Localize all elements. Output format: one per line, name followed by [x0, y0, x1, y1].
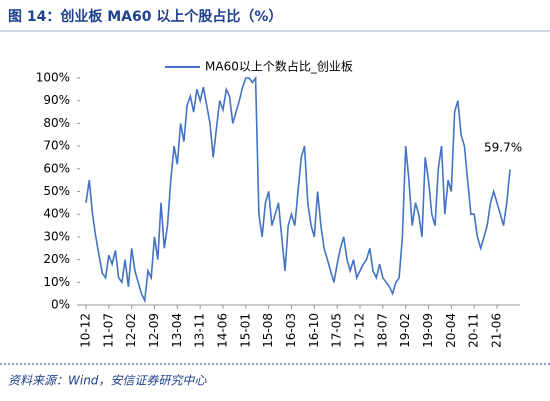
x-tick-label: 18-07	[375, 313, 389, 348]
x-tick-label: 12-02	[124, 313, 138, 348]
y-tick-label: 0%	[51, 298, 70, 312]
x-tick-label: 19-02	[398, 313, 412, 348]
source: 资料来源：Wind，安信证券研究中心	[8, 374, 207, 388]
annotation: 59.7%	[484, 141, 522, 155]
x-tick-label: 15-08	[261, 313, 275, 348]
y-tick-label: 50%	[43, 184, 70, 198]
chart-title: 图 14：创业板 MA60 以上个股占比（%）	[8, 8, 282, 25]
x-tick-label: 13-04	[170, 313, 184, 348]
y-tick-label: 70%	[43, 139, 70, 153]
x-tick-label: 16-03	[284, 313, 298, 348]
y-tick-label: 90%	[43, 93, 70, 107]
y-tick-label: 60%	[43, 161, 70, 175]
y-tick-label: 20%	[43, 252, 70, 266]
x-tick-label: 16-10	[307, 313, 321, 348]
x-tick-label: 19-09	[421, 313, 435, 348]
y-tick-label: 40%	[43, 207, 70, 221]
x-tick-label: 10-12	[79, 313, 93, 348]
x-tick-label: 11-07	[101, 313, 115, 348]
legend-label: MA60以上个数占比_创业板	[205, 59, 353, 74]
x-tick-label: 17-12	[353, 313, 367, 348]
x-tick-label: 17-05	[330, 313, 344, 348]
y-tick-label: 30%	[43, 229, 70, 243]
x-tick-label: 13-11	[193, 313, 207, 348]
x-tick-label: 21-06	[490, 313, 504, 348]
line	[85, 75, 511, 304]
x-tick-label: 20-11	[467, 313, 481, 348]
x-tick-label: 15-01	[238, 313, 252, 348]
y-tick-label: 100%	[36, 71, 70, 85]
x-tick-label: 14-06	[216, 313, 230, 348]
x-tick-label: 12-09	[147, 313, 161, 348]
y-tick-label: 80%	[43, 116, 70, 130]
x-tick-label: 20-04	[444, 313, 458, 348]
y-tick-label: 10%	[43, 275, 70, 289]
